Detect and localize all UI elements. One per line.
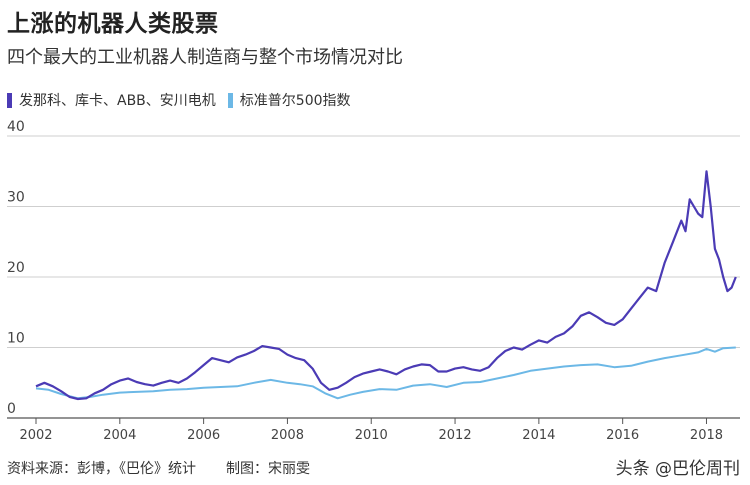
y-tick-label-20: 20: [7, 260, 25, 276]
y-tick-label-30: 30: [7, 190, 25, 206]
watermark: 头条 @巴伦周刊: [615, 459, 740, 479]
x-tick-label-2006: 2006: [187, 428, 220, 443]
series-line-robot-makers: [35, 170, 737, 401]
chart-title: 上涨的机器人类股票: [7, 11, 219, 37]
footer: 资料来源：彭博，《巴伦》统计 制图：宋丽雯: [7, 458, 310, 478]
y-tick-label-0: 0: [7, 401, 16, 417]
x-tick-label-2008: 2008: [271, 428, 304, 443]
x-tick-label-2004: 2004: [103, 428, 136, 443]
legend-label-sp500: 标准普尔500指数: [239, 93, 351, 109]
legend-item-robot-makers: 发那科、库卡、ABB、安川电机: [7, 90, 216, 110]
legend-swatch-sp500: [227, 92, 233, 108]
x-tick-label-2014: 2014: [522, 428, 555, 443]
legend-label-robot-makers: 发那科、库卡、ABB、安川电机: [19, 93, 216, 109]
source-note: 资料来源：彭博，《巴伦》统计: [7, 461, 196, 477]
maker-note: 制图：宋丽雯: [226, 461, 310, 477]
legend-item-sp500: 标准普尔500指数: [227, 90, 351, 110]
x-tick-label-2010: 2010: [355, 428, 388, 443]
chart-subtitle: 四个最大的工业机器人制造商与整个市场情况对比: [7, 47, 403, 68]
x-tick-label-2002: 2002: [19, 428, 52, 443]
y-tick-label-40: 40: [7, 119, 25, 135]
x-tick-label-2018: 2018: [690, 428, 723, 443]
y-tick-label-10: 10: [7, 331, 25, 347]
legend-swatch-robot-makers: [7, 92, 12, 108]
x-tick-label-2016: 2016: [606, 428, 639, 443]
series-line-sp500: [35, 346, 736, 400]
x-tick-label-2012: 2012: [439, 428, 472, 443]
legend: 发那科、库卡、ABB、安川电机 标准普尔500指数: [7, 90, 363, 110]
